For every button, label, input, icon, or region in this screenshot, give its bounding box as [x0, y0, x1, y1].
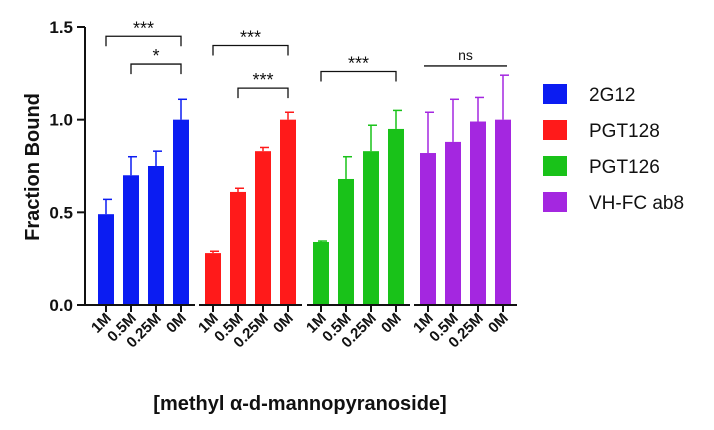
significance-label: * — [152, 46, 159, 66]
bar — [388, 128, 404, 305]
bar — [495, 119, 511, 306]
bar — [280, 119, 296, 306]
significance-annotations: ************* ns — [105, 18, 507, 99]
legend-label: PGT126 — [589, 157, 660, 178]
significance-bracket — [237, 87, 289, 99]
bar — [98, 214, 114, 305]
x-axis-title: [methyl α-d-mannopyranoside] — [153, 393, 446, 415]
bar — [255, 151, 271, 305]
legend-swatch — [543, 192, 567, 212]
bar — [420, 153, 436, 305]
y-tick-label: 1.5 — [49, 18, 73, 37]
y-tick-label: 0.0 — [49, 296, 73, 315]
legend: 2G12 PGT128 PGT126 VH-FC ab8 — [543, 84, 684, 214]
legend-label: 2G12 — [589, 85, 635, 106]
bar — [173, 119, 189, 306]
bar — [230, 191, 246, 305]
significance-bracket — [105, 35, 182, 47]
plot-area — [98, 74, 511, 306]
significance-label: *** — [348, 53, 369, 73]
legend-label: PGT128 — [589, 121, 660, 142]
bar — [338, 178, 354, 305]
legend-swatch — [543, 84, 567, 104]
significance-label: *** — [240, 28, 261, 48]
bar — [148, 166, 164, 305]
significance-label: *** — [252, 70, 273, 90]
x-tick-label: 0M — [163, 310, 190, 337]
significance-bracket — [320, 70, 397, 82]
legend-label: VH-FC ab8 — [589, 193, 684, 214]
significance-bracket — [212, 44, 289, 56]
x-tick-label: 0M — [378, 310, 405, 337]
legend-swatch — [543, 156, 567, 176]
y-tick-label: 0.5 — [49, 203, 73, 222]
bar — [363, 151, 379, 305]
bar — [470, 121, 486, 306]
x-tick-label: 0M — [270, 310, 297, 337]
significance-label: *** — [133, 18, 154, 38]
bar — [313, 241, 329, 305]
legend-swatch — [543, 120, 567, 140]
y-axis: 0.0 0.5 1.0 1.5 — [49, 18, 86, 315]
x-tick-label: 0M — [485, 310, 512, 337]
significance-label: ns — [458, 47, 473, 63]
bar — [445, 141, 461, 305]
significance-bracket — [130, 63, 182, 75]
bar — [123, 175, 139, 305]
bar — [205, 253, 221, 305]
y-axis-title: Fraction Bound — [22, 93, 44, 241]
y-tick-label: 1.0 — [49, 111, 73, 130]
